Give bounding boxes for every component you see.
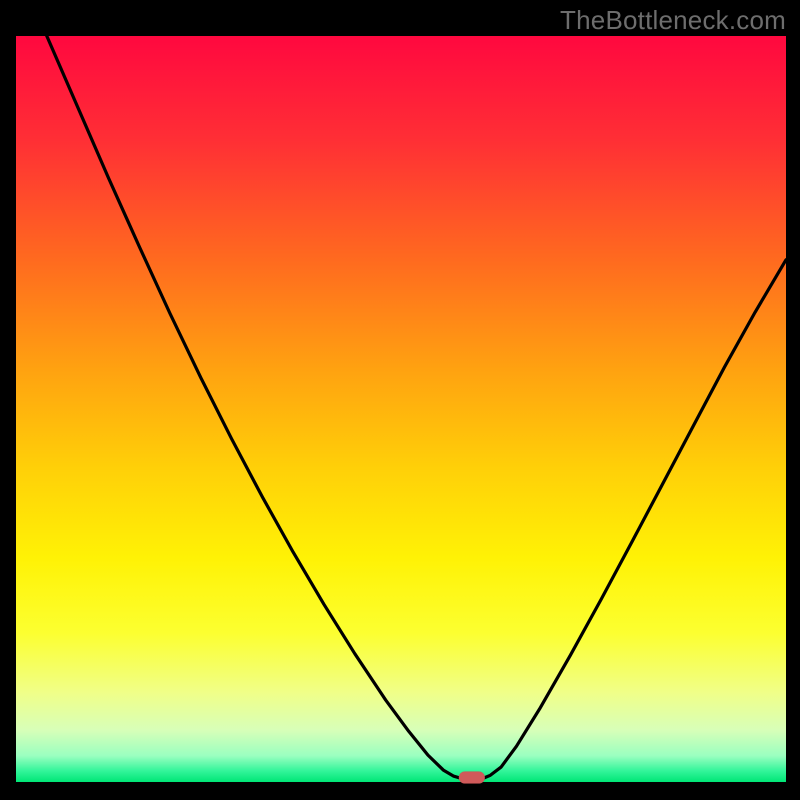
watermark-text: TheBottleneck.com (560, 5, 786, 36)
optimum-marker (459, 772, 485, 784)
plot-area (16, 36, 786, 782)
marker-layer (16, 36, 786, 782)
chart-stage: TheBottleneck.com (0, 0, 800, 800)
